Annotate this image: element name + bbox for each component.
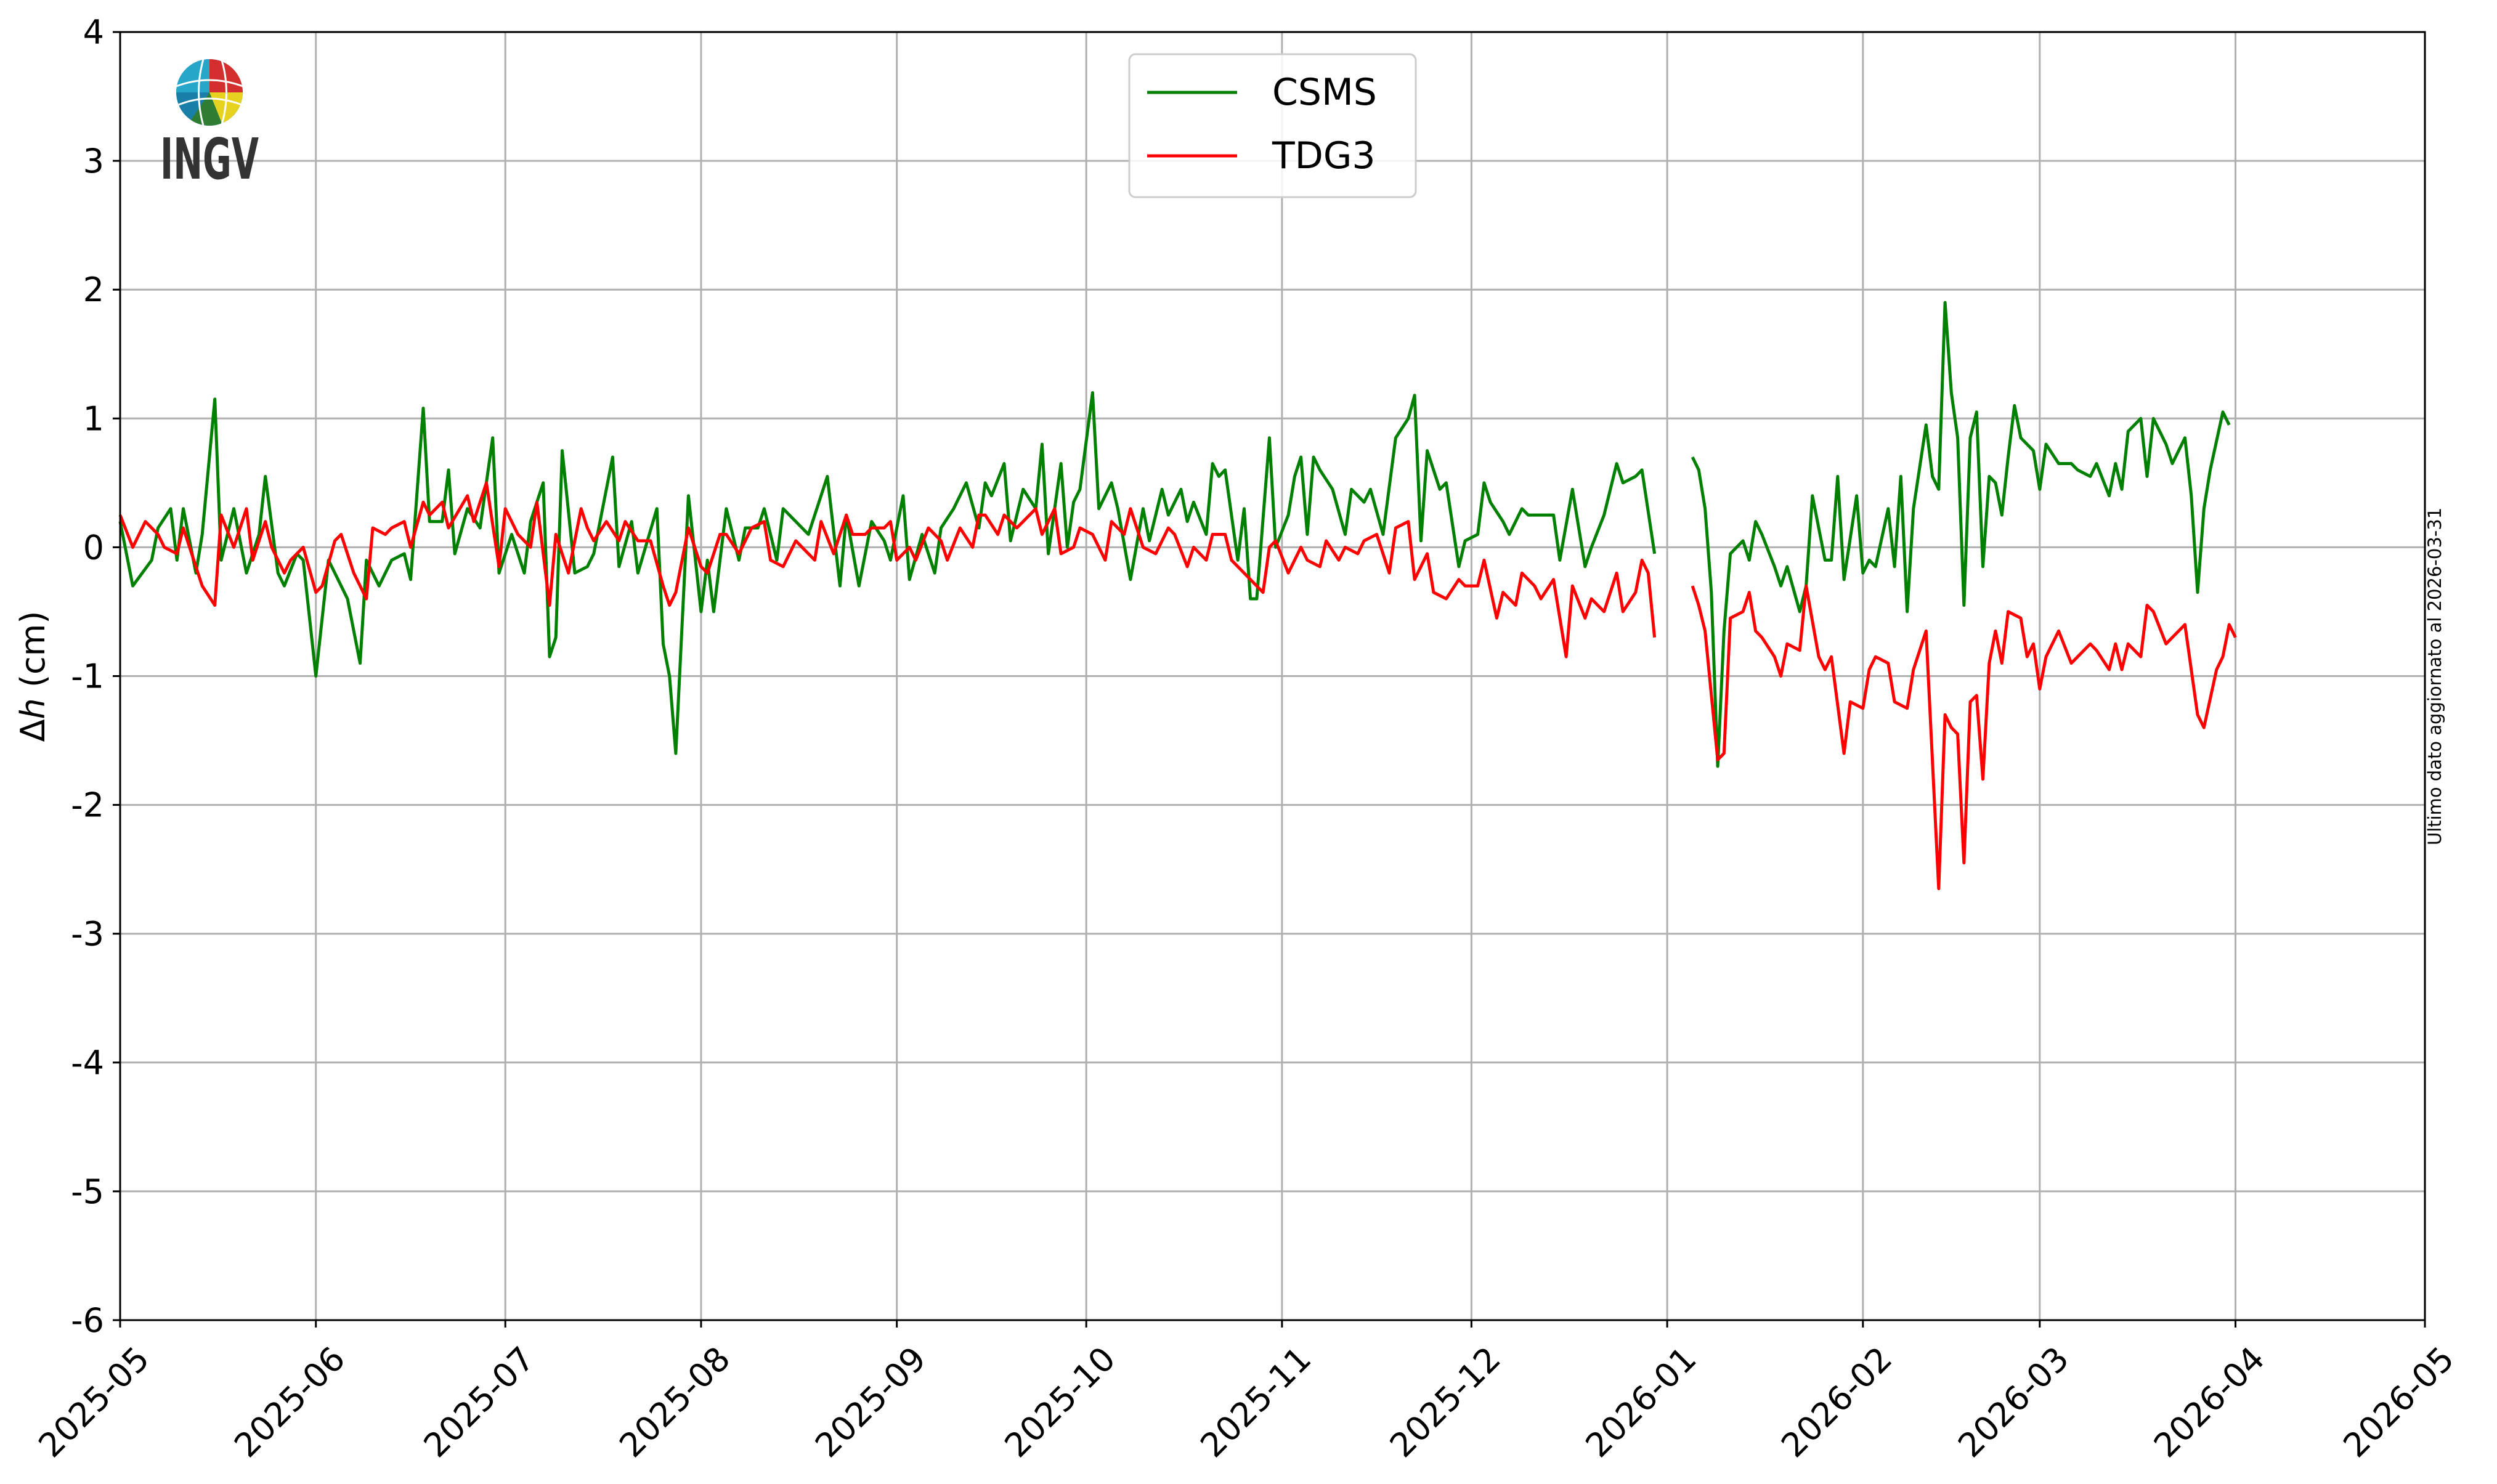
x-tick-label: 2025-07 <box>416 1339 542 1465</box>
x-tick-label: 2026-04 <box>2146 1339 2272 1465</box>
legend-label-tdg3: TDG3 <box>1272 134 1376 177</box>
y-tick-label: -3 <box>71 915 104 954</box>
y-tick-label: -6 <box>71 1301 104 1340</box>
series-lines <box>118 301 2237 890</box>
x-tick-label: 2025-09 <box>808 1339 933 1465</box>
x-tick-label: 2026-01 <box>1578 1339 1703 1465</box>
legend-label-csms: CSMS <box>1272 71 1377 114</box>
x-tick-label: 2025-11 <box>1193 1339 1318 1465</box>
y-tick-label: -2 <box>71 786 104 825</box>
y-tick-label: -5 <box>71 1172 104 1211</box>
logo-text: INGV <box>160 126 259 192</box>
x-tick-label: 2025-08 <box>612 1339 737 1465</box>
x-tick-label: 2026-03 <box>1951 1339 2076 1465</box>
x-axis-ticks: 2025-05 2025-06 2025-07 2025-08 2025-09 2025-… <box>31 1320 2461 1465</box>
side-note: Ultimo dato aggiornato al 2026-03-31 <box>2424 508 2445 845</box>
series-line-csms <box>118 301 2231 768</box>
ingv-logo: INGV <box>160 59 259 192</box>
legend-item-tdg3: TDG3 <box>1147 134 1376 177</box>
y-tick-label: 1 <box>83 399 104 438</box>
y-tick-label: -4 <box>71 1044 104 1082</box>
y-tick-label: 0 <box>83 528 104 567</box>
y-axis-label: Δh (cm) <box>14 611 52 742</box>
legend-item-csms: CSMS <box>1147 71 1377 114</box>
x-tick-label: 2025-06 <box>227 1339 352 1465</box>
y-axis-ticks: 4 3 2 1 0 -1 -2 -3 -4 -5 -6 <box>71 13 120 1340</box>
x-tick-label: 2026-02 <box>1774 1339 1899 1465</box>
x-tick-label: 2025-12 <box>1382 1339 1508 1465</box>
y-tick-label: 3 <box>83 142 104 180</box>
y-tick-label: 4 <box>83 13 104 52</box>
y-tick-label: -1 <box>71 657 104 696</box>
y-tick-label: 2 <box>83 270 104 309</box>
x-tick-label: 2025-10 <box>997 1339 1123 1465</box>
legend: CSMS TDG3 <box>1128 53 1417 198</box>
series-line-tdg3 <box>118 481 2237 890</box>
x-tick-label: 2025-05 <box>31 1339 156 1465</box>
grid-lines <box>119 31 2426 1321</box>
x-tick-label: 2026-05 <box>2336 1339 2461 1465</box>
